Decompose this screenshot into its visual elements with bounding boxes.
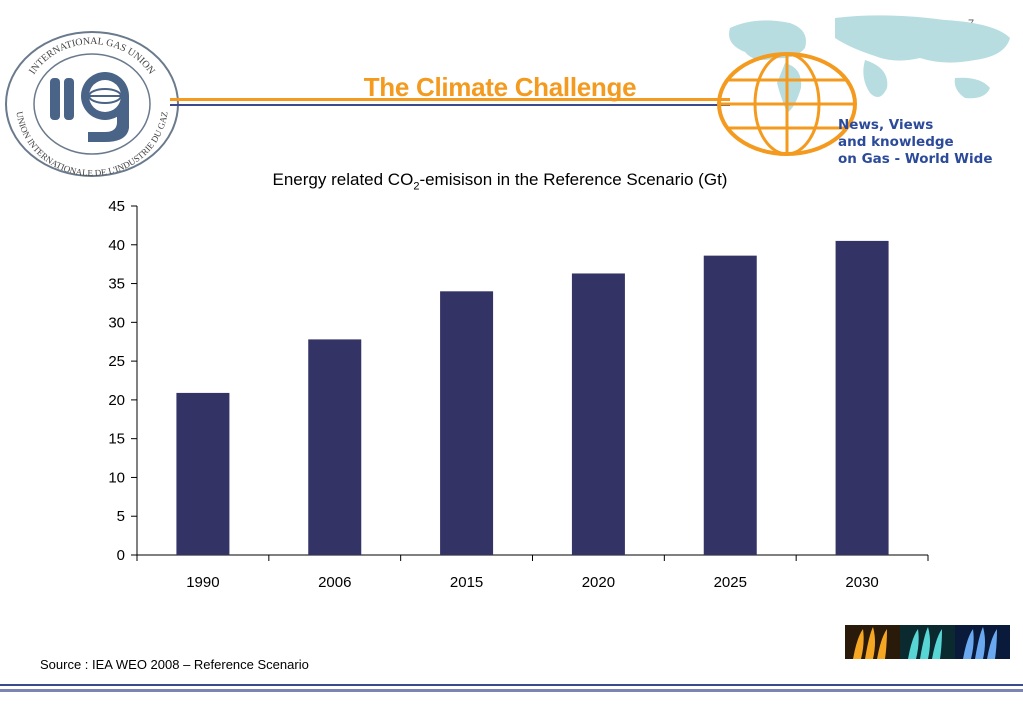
y-tick-label: 5 — [117, 508, 125, 525]
y-tick-label: 0 — [117, 547, 125, 564]
tagline-line-1: News, Views — [838, 117, 934, 133]
y-tick-label: 20 — [108, 392, 125, 409]
source-note: Source : IEA WEO 2008 – Reference Scenar… — [40, 657, 309, 672]
tagline-line-2: and knowledge — [838, 134, 954, 150]
bar-2025 — [703, 255, 757, 555]
x-tick-label: 1990 — [186, 574, 219, 591]
chart-title-subscript: 2 — [413, 180, 420, 193]
y-tick-label: 30 — [108, 314, 125, 331]
bar-2015 — [440, 291, 494, 555]
slide-title: The Climate Challenge — [363, 72, 637, 102]
x-tick-label: 2030 — [845, 574, 878, 591]
bar-2030 — [835, 240, 889, 555]
footer-rule-top — [0, 684, 1023, 686]
igu-logo: INTERNATIONAL GAS UNION UNION INTERNATIO… — [5, 31, 179, 178]
x-tick-label: 2015 — [450, 574, 483, 591]
y-tick-label: 45 — [108, 198, 125, 215]
gas-flames-image — [845, 625, 1010, 659]
tagline-line-3: on Gas - World Wide — [838, 151, 993, 167]
world-map-globe-logo — [717, 15, 1010, 156]
bar-1990 — [176, 392, 230, 555]
y-tick-label: 15 — [108, 431, 125, 448]
y-tick-label: 35 — [108, 276, 125, 293]
x-tick-label: 2020 — [582, 574, 615, 591]
bar-2020 — [571, 273, 625, 555]
chart-title-suffix: -emisison in the Reference Scenario (Gt) — [419, 170, 728, 189]
tagline: News, Views and knowledge on Gas - World… — [838, 117, 993, 168]
bar-2006 — [308, 339, 362, 555]
x-tick-label: 2006 — [318, 574, 351, 591]
footer-rule-bottom — [0, 689, 1023, 692]
y-tick-label: 25 — [108, 353, 125, 370]
x-tick-label: 2025 — [714, 574, 747, 591]
chart-title: Energy related CO2-emisison in the Refer… — [150, 170, 850, 192]
y-tick-label: 40 — [108, 237, 125, 254]
header-rule — [170, 98, 730, 110]
y-tick-label: 10 — [108, 469, 125, 486]
chart-title-prefix: Energy related CO — [272, 170, 414, 189]
